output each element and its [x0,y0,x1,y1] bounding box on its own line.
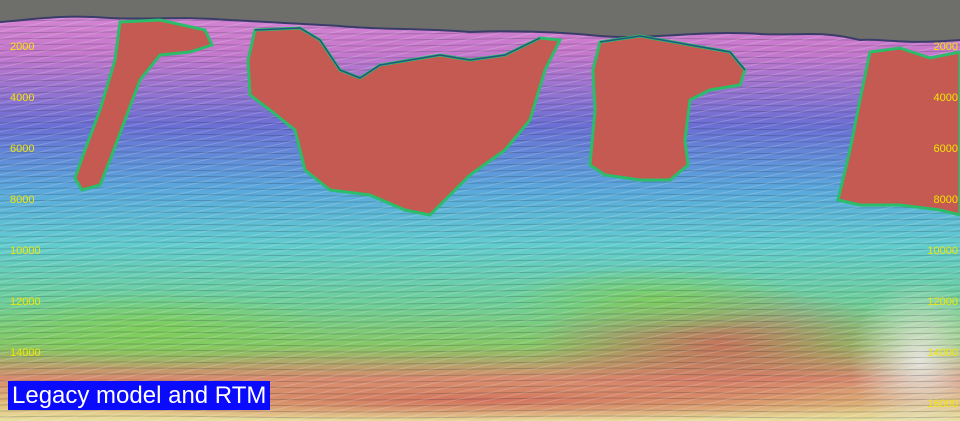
caption-label: Legacy model and RTM [8,381,271,410]
depth-label-right-12000: 12000 [927,296,958,308]
depth-label-left-2000: 2000 [10,41,35,53]
depth-label-left-12000: 12000 [10,296,41,308]
depth-label-right-4000: 4000 [933,92,958,104]
depth-label-right-6000: 6000 [933,143,958,155]
depth-label-left-14000: 14000 [10,347,41,359]
depth-label-left-4000: 4000 [10,92,35,104]
depth-label-right-2000: 2000 [933,41,958,53]
depth-label-left-6000: 6000 [10,143,35,155]
depth-label-right-10000: 10000 [927,245,958,257]
depth-label-left-8000: 8000 [10,194,35,206]
depth-label-left-10000: 10000 [10,245,41,257]
depth-label-right-14000: 14000 [927,347,958,359]
depth-label-right-8000: 8000 [933,194,958,206]
depth-label-right-16000: 16000 [927,398,958,410]
